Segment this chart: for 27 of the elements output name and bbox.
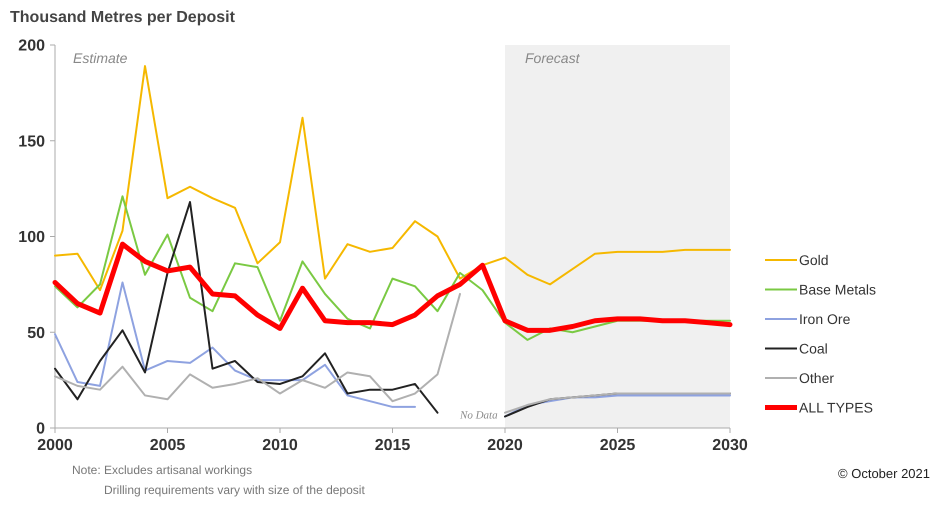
legend-label: Coal (799, 340, 828, 356)
x-tick-label: 2015 (374, 437, 410, 454)
x-tick-label: 2030 (712, 437, 748, 454)
x-tick-label: 2025 (600, 437, 636, 454)
legend-label: Other (799, 370, 834, 386)
legend-label: Base Metals (799, 281, 876, 298)
text: Drilling requirements vary with size of the deposit (104, 483, 366, 497)
text: Note: Excludes artisanal workings (72, 463, 252, 477)
x-tick-label: 2005 (150, 437, 186, 454)
legend-label: Gold (799, 252, 829, 268)
x-tick-label: 2010 (262, 437, 298, 454)
chart-title: Thousand Metres per Deposit (10, 9, 236, 26)
x-tick-label: 2000 (37, 437, 73, 454)
y-tick-label: 50 (27, 324, 46, 342)
y-tick-label: 0 (36, 420, 46, 438)
y-tick-label: 100 (18, 229, 46, 246)
y-tick-label: 150 (18, 133, 46, 150)
line-series (54, 65, 731, 292)
legend-label: ALL TYPES (799, 399, 873, 416)
band-label: Forecast (525, 50, 581, 66)
y-tick-label: 200 (18, 38, 46, 55)
annotation: Estimate (73, 50, 128, 66)
annotation: No Data (459, 409, 498, 422)
line-series (54, 195, 731, 341)
legend-label: Iron Ore (799, 310, 851, 327)
x-tick-label: 2020 (487, 437, 523, 454)
text: © October 2021 (838, 466, 930, 481)
